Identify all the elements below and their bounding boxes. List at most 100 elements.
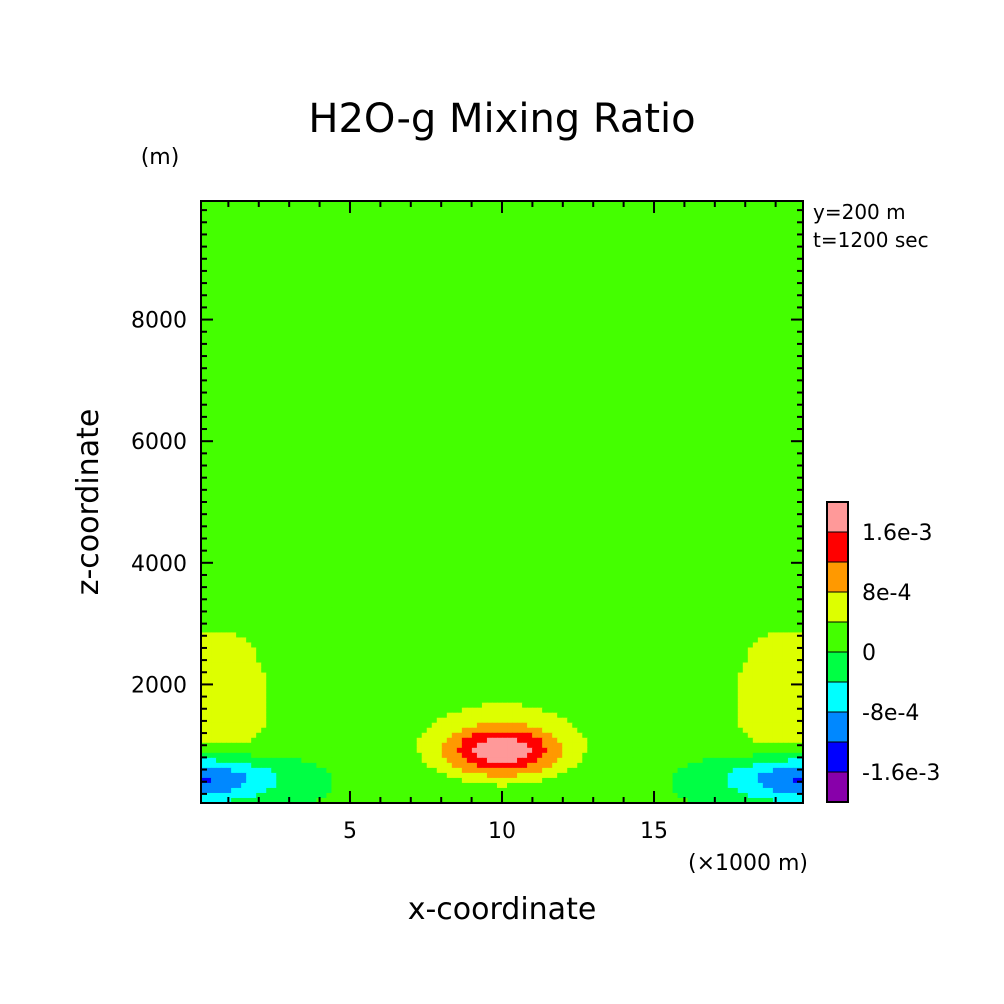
contour-cell xyxy=(386,246,393,252)
contour-cell xyxy=(517,391,523,398)
contour-cell xyxy=(722,271,729,277)
contour-cell xyxy=(692,246,699,252)
contour-cell xyxy=(201,391,207,398)
contour-cell xyxy=(717,251,724,257)
contour-cell xyxy=(537,211,543,217)
contour-cell xyxy=(562,286,568,292)
contour-cell xyxy=(702,386,709,393)
contour-cell xyxy=(722,201,729,207)
contour-cell xyxy=(431,251,438,257)
contour-cell xyxy=(727,356,734,363)
contour-cell xyxy=(627,401,634,408)
contour-cell xyxy=(682,261,689,267)
contour-cell xyxy=(752,246,759,252)
contour-cell xyxy=(406,291,413,297)
contour-cell xyxy=(211,306,217,312)
contour-cell xyxy=(587,346,593,353)
contour-cell xyxy=(301,396,307,403)
contour-cell xyxy=(522,276,528,282)
contour-cell xyxy=(597,306,603,312)
contour-cell xyxy=(211,226,217,232)
contour-cell xyxy=(361,276,368,282)
contour-cell xyxy=(772,326,779,333)
contour-cell xyxy=(762,286,769,292)
contour-cell xyxy=(336,331,343,338)
contour-cell xyxy=(341,391,348,398)
contour-cell xyxy=(391,381,398,388)
contour-cell xyxy=(522,291,528,297)
contour-cell xyxy=(316,226,322,232)
contour-cell xyxy=(266,336,272,343)
contour-cell xyxy=(336,231,343,237)
contour-cell xyxy=(391,401,398,408)
contour-cell xyxy=(797,351,803,358)
contour-cell xyxy=(692,221,699,227)
contour-cell xyxy=(431,366,438,373)
contour-cell xyxy=(256,296,262,302)
contour-cell xyxy=(201,211,207,217)
contour-cell xyxy=(251,376,257,383)
contour-cell xyxy=(637,221,644,227)
contour-cell xyxy=(271,311,277,317)
contour-cell xyxy=(301,276,307,282)
contour-cell xyxy=(642,381,649,388)
contour-cell xyxy=(522,366,528,373)
contour-cell xyxy=(602,371,608,378)
contour-cell xyxy=(782,301,789,307)
contour-cell xyxy=(642,241,649,247)
contour-cell xyxy=(236,351,242,358)
contour-cell xyxy=(672,331,679,338)
contour-cell xyxy=(206,311,212,317)
contour-cell xyxy=(742,366,749,373)
contour-cell xyxy=(677,246,684,252)
contour-cell xyxy=(752,216,759,222)
contour-cell xyxy=(446,406,453,413)
contour-cell xyxy=(456,401,463,408)
contour-cell xyxy=(451,251,458,257)
contour-cell xyxy=(456,366,463,373)
contour-cell xyxy=(356,231,363,237)
contour-cell xyxy=(682,396,689,403)
contour-cell xyxy=(767,206,774,212)
contour-cell xyxy=(421,391,428,398)
contour-cell xyxy=(286,291,292,297)
contour-cell xyxy=(261,201,267,207)
contour-cell xyxy=(697,366,704,373)
contour-cell xyxy=(296,306,302,312)
contour-cell xyxy=(592,236,598,242)
contour-cell xyxy=(426,316,433,322)
contour-cell xyxy=(677,316,684,322)
contour-cell xyxy=(226,306,232,312)
contour-cell xyxy=(742,281,749,287)
contour-cell xyxy=(361,311,368,317)
contour-cell xyxy=(537,351,543,358)
contour-cell xyxy=(537,251,543,257)
contour-cell xyxy=(406,336,413,343)
contour-cell xyxy=(627,301,634,307)
contour-cell xyxy=(246,336,252,343)
contour-cell xyxy=(276,226,282,232)
contour-cell xyxy=(446,311,453,317)
contour-cell xyxy=(702,396,709,403)
contour-cell xyxy=(256,311,262,317)
contour-cell xyxy=(622,371,629,378)
contour-cell xyxy=(602,401,608,408)
contour-cell xyxy=(351,236,358,242)
contour-cell xyxy=(692,296,699,302)
contour-cell xyxy=(652,376,659,383)
contour-cell xyxy=(657,291,664,297)
contour-cell xyxy=(486,201,493,207)
contour-cell xyxy=(597,321,603,328)
contour-cell xyxy=(572,286,578,292)
contour-cell xyxy=(491,366,498,373)
contour-cell xyxy=(562,326,568,333)
contour-cell xyxy=(722,261,729,267)
contour-cell xyxy=(421,386,428,393)
contour-cell xyxy=(637,201,644,207)
contour-cell xyxy=(346,401,353,408)
contour-cell xyxy=(732,396,739,403)
contour-cell xyxy=(747,296,754,302)
contour-cell xyxy=(461,261,468,267)
contour-cell xyxy=(587,281,593,287)
contour-cell xyxy=(732,241,739,247)
